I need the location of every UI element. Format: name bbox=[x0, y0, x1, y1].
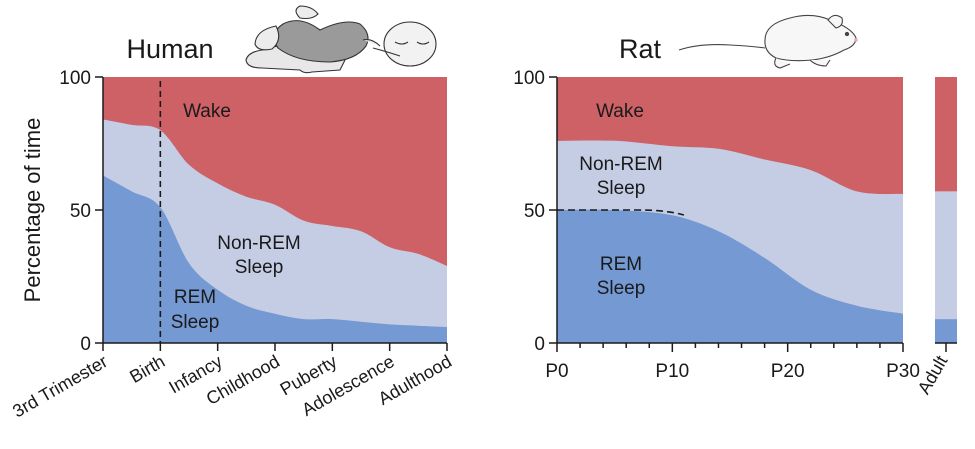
rat-label-nrem-line2: Sleep bbox=[597, 178, 646, 199]
rat-icon bbox=[678, 14, 858, 69]
r-x-tick-label: P30 bbox=[886, 361, 920, 382]
rat-panel: Rat Wake Non-REM Sleep REM Sleep bbox=[513, 14, 957, 398]
rat-label-rem-line2: Sleep bbox=[597, 278, 646, 299]
r-y-tick-label: 100 bbox=[513, 68, 545, 89]
r-y-tick-label: 0 bbox=[534, 334, 545, 355]
human-area-rem bbox=[103, 175, 447, 343]
rat-x-axis bbox=[556, 342, 904, 352]
human-y-axis-label: Percentage of time bbox=[20, 118, 45, 303]
rat-adult-segment-rem bbox=[935, 319, 957, 343]
rat-adult-segment-wake bbox=[935, 77, 957, 192]
human-label-nrem-line2: Sleep bbox=[235, 257, 284, 278]
r-y-tick-label: 50 bbox=[524, 201, 545, 222]
h-x-tick-label: Birth bbox=[126, 351, 168, 387]
rat-label-wake: Wake bbox=[596, 101, 644, 122]
rat-y-axis bbox=[549, 76, 558, 344]
rat-area-rem bbox=[557, 209, 903, 343]
human-label-nrem-line1: Non-REM bbox=[217, 233, 300, 254]
h-y-tick-label: 50 bbox=[70, 201, 91, 222]
r-x-tick-label: P20 bbox=[771, 361, 805, 382]
rat-reference-dashed-line bbox=[557, 209, 685, 216]
human-label-rem-line1: REM bbox=[174, 287, 216, 308]
h-x-tick-label: 3rd Trimester bbox=[9, 351, 111, 421]
r-x-tick-label: P0 bbox=[545, 361, 568, 382]
human-y-axis bbox=[95, 76, 104, 344]
human-plot bbox=[103, 77, 447, 343]
rat-adult-axis bbox=[935, 342, 957, 352]
human-label-rem-line2: Sleep bbox=[171, 312, 220, 333]
h-y-tick-label: 100 bbox=[59, 68, 91, 89]
rat-plot bbox=[557, 77, 903, 343]
human-label-wake: Wake bbox=[183, 101, 231, 122]
rat-label-nrem-line1: Non-REM bbox=[579, 154, 662, 175]
rat-adult-bar bbox=[935, 77, 957, 343]
rat-title: Rat bbox=[619, 34, 662, 64]
human-panel: Human Wake Non-REM Sleep REM Sleep bbox=[9, 5, 455, 421]
rat-adult-segment-nrem bbox=[935, 191, 957, 320]
human-x-axis bbox=[102, 342, 448, 351]
rat-label-rem-line1: REM bbox=[600, 254, 642, 275]
sleeping-infant-icon bbox=[245, 5, 437, 74]
human-title: Human bbox=[126, 34, 213, 64]
h-y-tick-label: 0 bbox=[80, 334, 91, 355]
r-x-tick-label: P10 bbox=[655, 361, 689, 382]
